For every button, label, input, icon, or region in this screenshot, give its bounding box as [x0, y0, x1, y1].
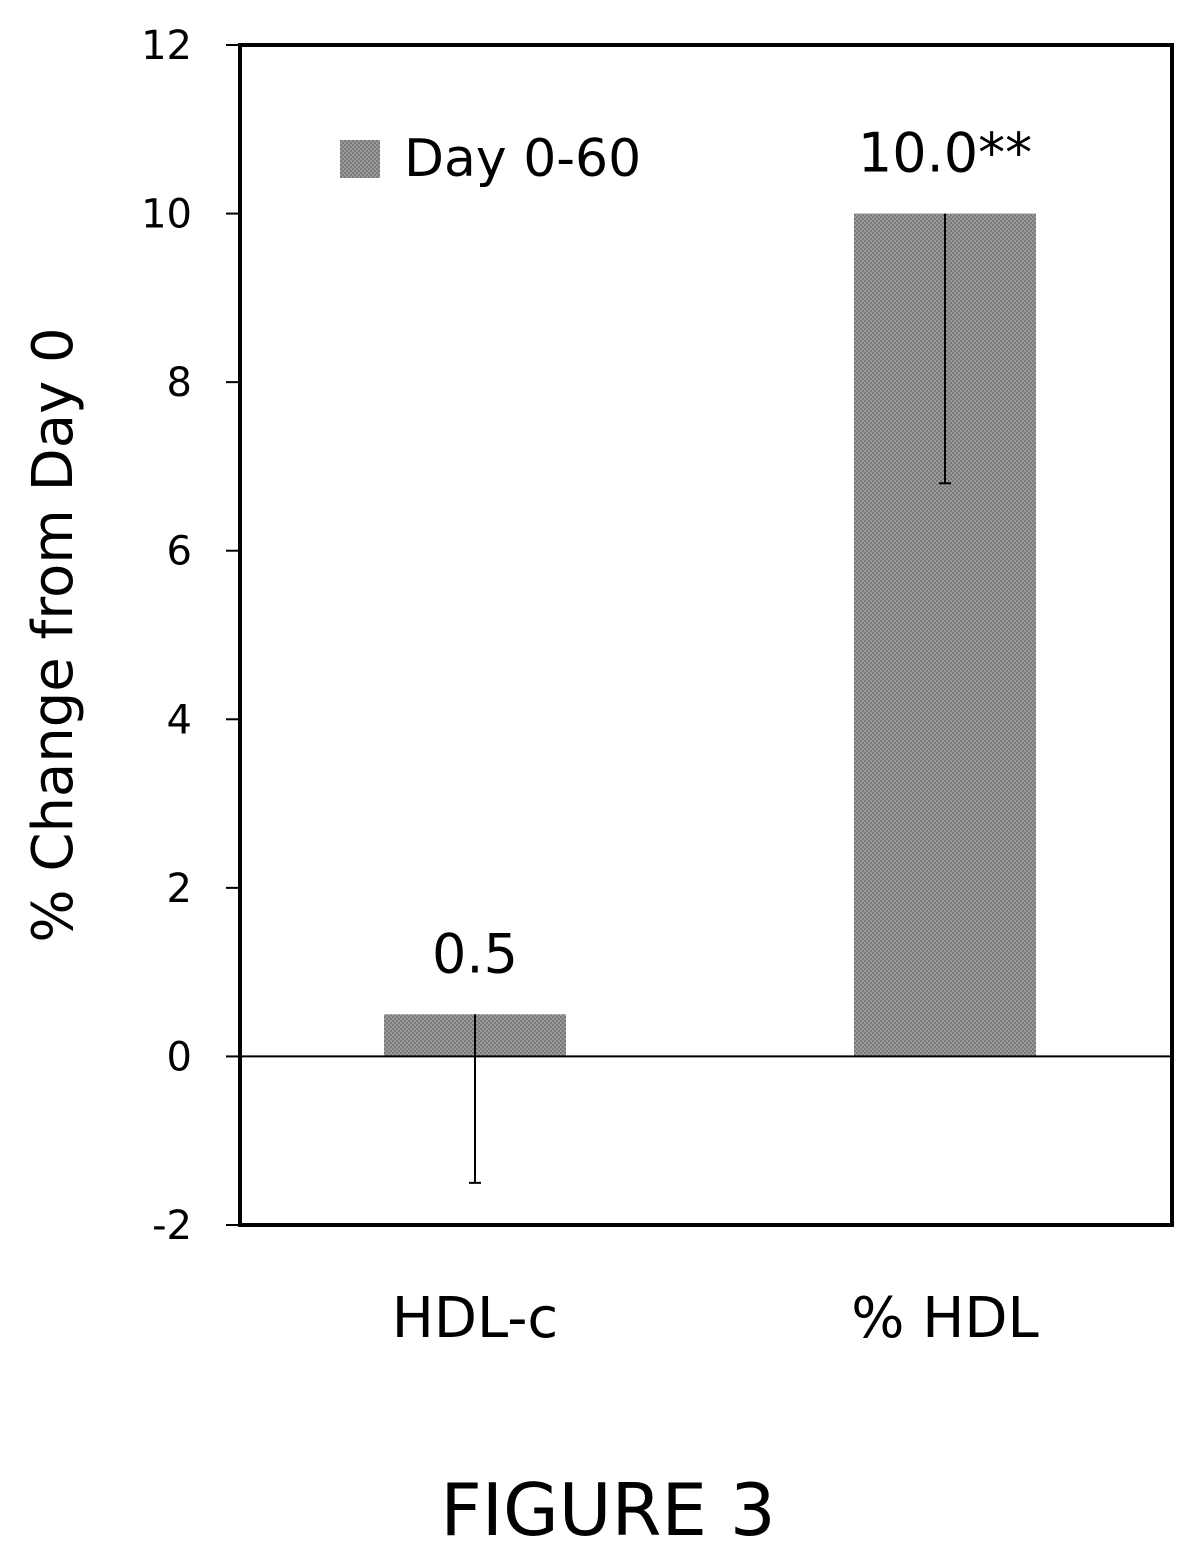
- y-tick-label: 10: [141, 192, 192, 238]
- y-tick-label: -2: [152, 1203, 192, 1249]
- value-label: 0.5: [432, 922, 518, 985]
- value-labels: 0.5 10.0**: [432, 122, 1032, 986]
- y-tick-label: 6: [167, 529, 192, 575]
- plot-frame: [238, 43, 1174, 1227]
- legend: Day 0-60: [340, 129, 641, 189]
- y-tick-label: 2: [167, 866, 192, 912]
- y-tick-label: 4: [167, 697, 192, 743]
- legend-label: Day 0-60: [404, 129, 641, 189]
- figure-caption: FIGURE 3: [440, 1468, 775, 1552]
- y-tick-label: 12: [141, 23, 192, 69]
- y-axis-tick-labels: 12 10 8 6 4 2 0 -2: [141, 23, 192, 1249]
- value-label: 10.0**: [858, 122, 1032, 185]
- y-tick-label: 8: [167, 360, 192, 406]
- legend-swatch: [340, 140, 380, 178]
- y-tick-label: 0: [167, 1034, 192, 1080]
- x-tick-label: % HDL: [851, 1286, 1038, 1351]
- error-bars: [469, 213, 951, 1184]
- x-tick-label: HDL-c: [392, 1286, 558, 1351]
- y-axis-title: % Change from Day 0: [21, 327, 86, 942]
- y-axis-ticks: [226, 44, 240, 1226]
- x-axis-tick-labels: HDL-c % HDL: [392, 1286, 1039, 1351]
